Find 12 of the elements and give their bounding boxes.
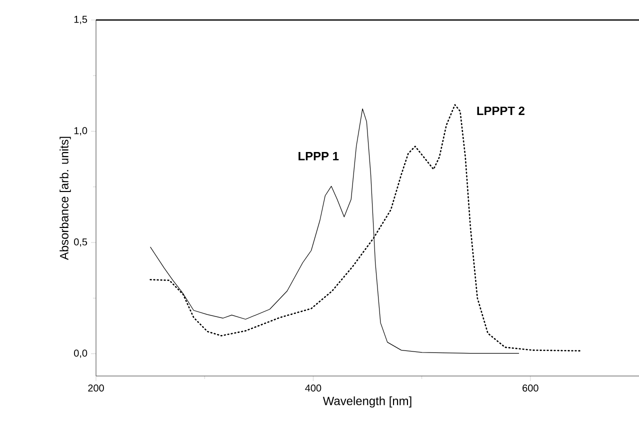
- series-label: LPPP 1: [298, 152, 339, 160]
- series-label: LPPPT 2: [477, 106, 524, 115]
- line-series: [150, 104, 582, 352]
- y-tick-label: 1,0: [74, 127, 88, 136]
- y-tick-label: 1,5: [74, 16, 88, 24]
- x-tick-label: 200: [88, 384, 104, 392]
- x-tick-label: 600: [522, 384, 538, 392]
- x-axis-title: Wavelength [nm]: [322, 396, 412, 408]
- y-tick-label: 0,5: [74, 238, 88, 247]
- x-tick-label: 400: [305, 384, 322, 392]
- y-tick-label: 0,0: [74, 350, 88, 358]
- y-axis-title: Absorbance [arb. units]: [60, 136, 71, 260]
